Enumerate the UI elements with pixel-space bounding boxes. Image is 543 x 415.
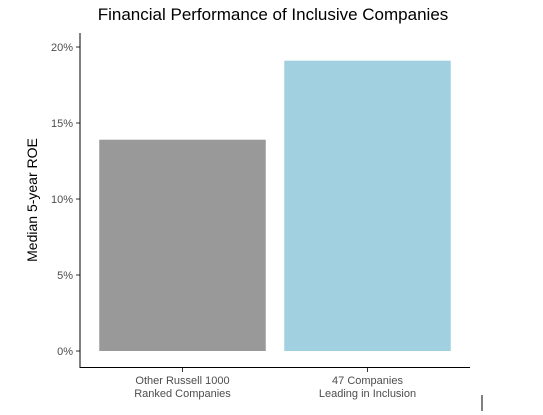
y-tick-label: 5% — [57, 270, 73, 282]
x-category-label: Leading in Inclusion — [319, 388, 416, 400]
bar-1 — [99, 139, 266, 351]
y-tick-label: 0% — [57, 346, 73, 358]
bars-group — [99, 60, 451, 352]
y-ticks-group: 0% 5% 10% 15% 20% — [51, 42, 80, 358]
x-category-label: Other Russell 1000 — [135, 375, 229, 387]
y-axis-label: Median 5-year ROE — [24, 138, 40, 262]
y-tick-label: 20% — [51, 42, 73, 54]
bar-2 — [284, 60, 451, 352]
y-tick-label: 15% — [51, 118, 73, 130]
chart-title: Financial Performance of Inclusive Compa… — [98, 5, 449, 24]
x-category-label: 47 Companies — [332, 375, 403, 387]
y-tick-label: 10% — [51, 194, 73, 206]
x-category-label: Ranked Companies — [134, 388, 231, 400]
